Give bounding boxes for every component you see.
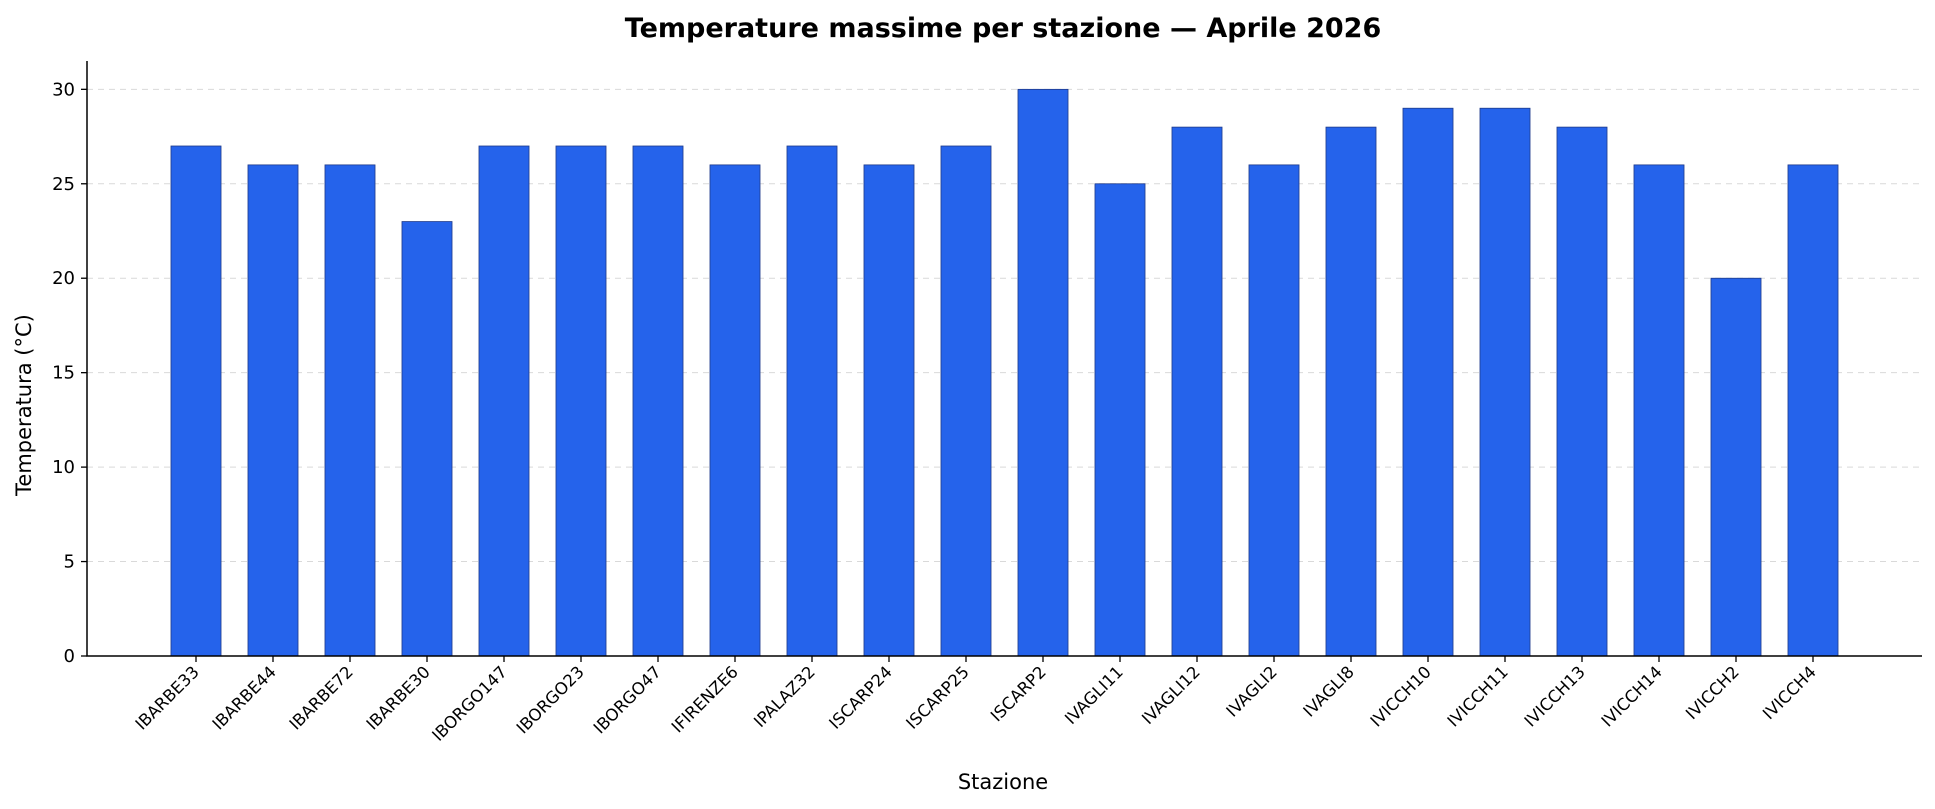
x-tick-label: IBARBE44 (209, 662, 280, 733)
x-tick-label: ISCARP25 (902, 662, 972, 732)
bar (709, 164, 761, 657)
y-tick-label: 10 (52, 457, 75, 478)
x-tick-label: IBARBE33 (132, 662, 203, 733)
x-tick-label: IVICCH2 (1682, 662, 1743, 723)
bar (555, 145, 607, 657)
y-tick-label: 20 (52, 268, 75, 289)
bar (1710, 277, 1762, 657)
y-tick-label: 5 (64, 552, 75, 573)
y-tick-label: 25 (52, 174, 75, 195)
x-tick-label: IVAGLI11 (1061, 662, 1127, 728)
x-tick-label: IVAGLI8 (1300, 662, 1358, 720)
bar (1787, 164, 1839, 657)
bar (401, 221, 453, 657)
y-axis-label: Temperatura (°C) (12, 314, 36, 497)
axes-spines (86, 61, 1922, 657)
bar (1479, 107, 1531, 657)
x-tick-label: IBARBE72 (286, 662, 357, 733)
bar (1248, 164, 1300, 657)
x-axis-label: Stazione (958, 770, 1048, 794)
x-tick-label: IPALAZ32 (750, 662, 819, 731)
x-tick-label: ISCARP24 (825, 662, 895, 732)
x-tick-label: IVICCH10 (1367, 662, 1435, 730)
y-tick-label: 0 (64, 646, 75, 667)
bar (1171, 126, 1223, 657)
bar (1556, 126, 1608, 657)
x-axis: IBARBE33 IBARBE44 IBARBE72 IBARBE30IBORGO14… (132, 656, 1820, 745)
x-tick-label: ISCARP2 (987, 662, 1050, 725)
bar (247, 164, 299, 657)
bar (1094, 183, 1146, 657)
grid-lines (87, 88, 1922, 563)
x-tick-label: IBORGO23 (513, 662, 588, 737)
y-tick-label: 30 (52, 79, 75, 100)
x-tick-label: IVAGLI2 (1223, 662, 1281, 720)
bar (478, 145, 530, 657)
y-tick-label: 15 (52, 363, 75, 384)
chart-title: Temperature massime per stazione — April… (625, 13, 1382, 44)
x-tick-label: IBARBE30 (363, 662, 434, 733)
bar (1325, 126, 1377, 657)
bar (786, 145, 838, 657)
y-axis: 0 5 10 15 20 25 30 (52, 79, 87, 667)
bar (324, 164, 376, 657)
x-tick-label: IVICCH4 (1759, 662, 1820, 723)
x-tick-label: IBORGO47 (590, 662, 665, 737)
bar (1633, 164, 1685, 657)
x-tick-label: IVICCH13 (1521, 662, 1589, 730)
bar (632, 145, 684, 657)
x-tick-label: IFIRENZE6 (668, 662, 742, 736)
bar (170, 145, 222, 657)
bars (170, 88, 1839, 657)
bar (863, 164, 915, 657)
x-tick-label: IBORGO147 (428, 662, 510, 744)
bar (1017, 88, 1069, 657)
bar (1402, 107, 1454, 657)
x-tick-label: IVICCH11 (1444, 662, 1512, 730)
bar (940, 145, 992, 657)
x-tick-label: IVICCH14 (1598, 662, 1666, 730)
x-tick-label: IVAGLI12 (1138, 662, 1204, 728)
